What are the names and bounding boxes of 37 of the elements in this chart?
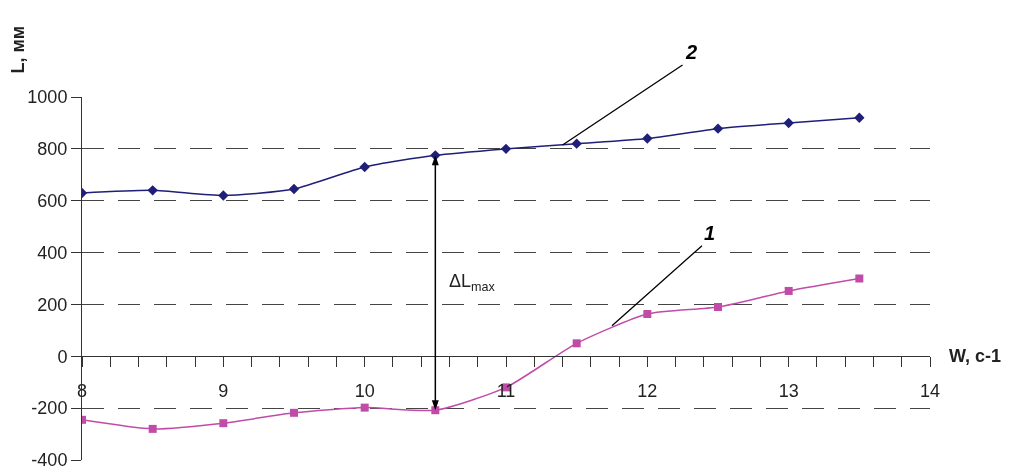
point: [219, 419, 228, 428]
point: [643, 310, 652, 319]
x-tick-label: 9: [218, 380, 229, 401]
y-tick-label: 0: [57, 346, 68, 367]
point: [290, 408, 298, 417]
text: 1: [704, 222, 716, 244]
y-tick-label: -200: [31, 398, 68, 419]
x-tick-label: 14: [919, 380, 941, 401]
ref-line-label: ΔL$_{max}$: [449, 271, 496, 294]
point: [854, 112, 865, 123]
y-tick-label: 200: [37, 294, 68, 315]
y-tick-label: 800: [37, 139, 68, 160]
x-tick-label: 10: [354, 380, 375, 401]
point: [712, 123, 724, 134]
point: [783, 117, 794, 129]
point: [148, 424, 157, 433]
point: [359, 161, 370, 173]
text: 2: [685, 41, 698, 63]
y-tick-label: 600: [37, 191, 68, 212]
point: [642, 133, 653, 144]
point: [714, 303, 722, 312]
point: [500, 143, 512, 155]
point: [218, 190, 229, 201]
point: [288, 183, 300, 195]
point: [572, 339, 581, 348]
y-tick-label: 1000: [27, 87, 68, 108]
point: [784, 286, 793, 295]
point: [360, 403, 369, 412]
y-axis-title: L, мм: [8, 25, 29, 74]
point: [855, 274, 864, 283]
point: [571, 138, 582, 149]
x-tick-label: 12: [637, 380, 658, 401]
x-tick-label: 13: [778, 380, 799, 401]
point: [147, 185, 158, 196]
y-tick-label: -400: [31, 450, 68, 471]
x-axis-title: W, с-1: [949, 346, 1002, 366]
y-tick-label: 400: [37, 242, 68, 263]
